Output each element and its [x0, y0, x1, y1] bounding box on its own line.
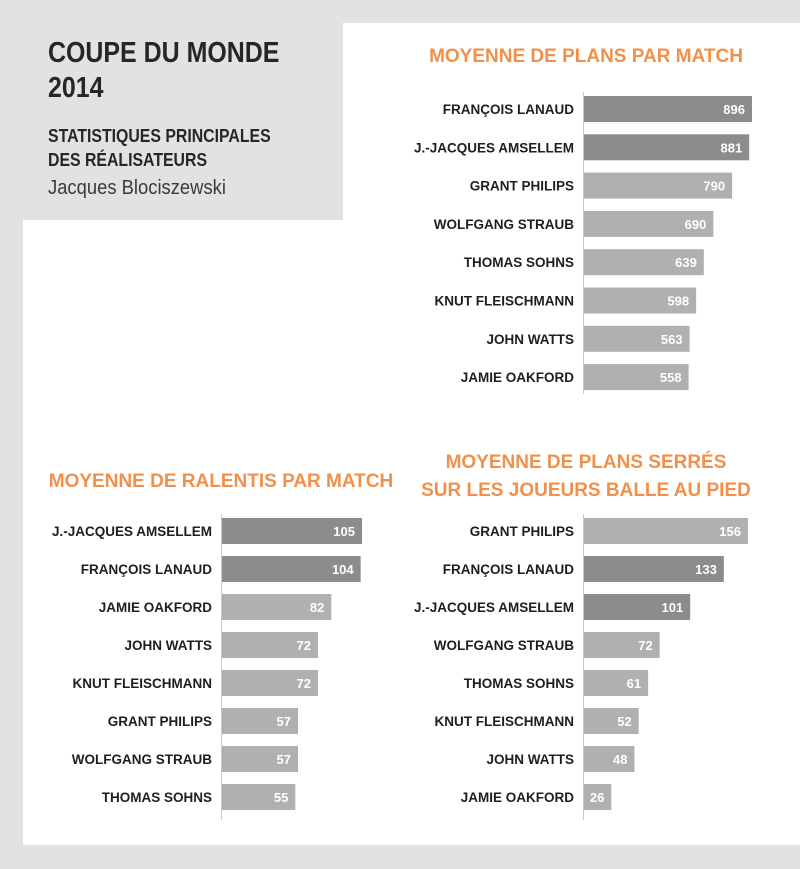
chart-plans-value-label: 790	[703, 179, 725, 194]
chart-plans-category-label: J.-JACQUES AMSELLEM	[414, 140, 574, 155]
chart-plans-value-label: 598	[667, 294, 689, 309]
chart-ralentis-category-label: WOLFGANG STRAUB	[72, 752, 212, 767]
chart-plans-bar	[584, 134, 750, 161]
header-panel	[23, 23, 343, 220]
chart-ralentis-value-label: 72	[297, 676, 311, 691]
chart-plans-bar	[584, 96, 752, 122]
chart-ralentis-value-label: 105	[333, 524, 355, 539]
chart-plans-value-label: 690	[685, 217, 707, 232]
chart-plans-category-label: JAMIE OAKFORD	[461, 370, 575, 385]
chart-serres-category-label: J.-JACQUES AMSELLEM	[414, 600, 574, 615]
page-title: COUPE DU MONDE 2014	[48, 36, 279, 106]
chart-ralentis-category-label: THOMAS SOHNS	[102, 790, 212, 805]
chart-plans-value-label: 563	[661, 332, 683, 347]
left-border	[0, 0, 23, 845]
chart-plans-category-label: KNUT FLEISCHMANN	[435, 294, 575, 309]
chart-plans-category-label: JOHN WATTS	[487, 332, 575, 347]
chart-serres-category-label: KNUT FLEISCHMANN	[435, 714, 575, 729]
chart-ralentis-bar	[222, 746, 298, 772]
author-name: Jacques Blociszewski	[48, 177, 226, 199]
chart-plans-value-label: 558	[660, 370, 682, 385]
bottom-border	[0, 845, 800, 869]
subtitle-line-1: STATISTIQUES PRINCIPALES	[48, 126, 271, 146]
page-subtitle: STATISTIQUES PRINCIPALES DES RÉALISATEUR…	[48, 124, 271, 172]
chart-ralentis-category-label: J.-JACQUES AMSELLEM	[52, 524, 212, 539]
chart-serres-bar	[584, 784, 612, 810]
chart-serres-bar	[584, 746, 635, 772]
chart-plans-bar	[584, 364, 689, 391]
chart-serres-value-label: 48	[613, 752, 627, 767]
chart-ralentis-value-label: 57	[277, 714, 291, 729]
chart-serres-category-label: THOMAS SOHNS	[464, 676, 574, 691]
chart-plans-bar	[584, 325, 690, 352]
chart-plans-bar	[584, 249, 704, 276]
chart-serres-category-label: GRANT PHILIPS	[470, 524, 574, 539]
chart-ralentis-bar	[222, 708, 298, 734]
chart-plans-value-label: 881	[720, 140, 742, 155]
chart-ralentis-bar	[222, 518, 362, 544]
chart-ralentis-category-label: JOHN WATTS	[125, 638, 213, 653]
chart-ralentis-bar	[222, 594, 332, 620]
chart-serres-bar	[584, 594, 691, 620]
title-line-2: 2014	[48, 72, 104, 104]
chart-plans-value-label: 896	[723, 102, 745, 117]
chart-serres-category-label: FRANÇOIS LANAUD	[443, 562, 574, 577]
chart-serres-value-label: 52	[617, 714, 631, 729]
chart-ralentis-category-label: GRANT PHILIPS	[108, 714, 212, 729]
chart-serres-bar	[584, 708, 639, 734]
chart-ralentis-value-label: 82	[310, 600, 324, 615]
chart-serres-bar	[584, 632, 660, 658]
title-line-1: COUPE DU MONDE	[48, 37, 280, 69]
chart-ralentis-value-label: 104	[332, 562, 354, 577]
chart-serres-value-label: 72	[638, 638, 652, 653]
chart-ralentis-value-label: 55	[274, 790, 288, 805]
chart-ralentis-bar	[222, 556, 361, 582]
chart-plans-value-label: 639	[675, 255, 697, 270]
chart-ralentis-category-label: FRANÇOIS LANAUD	[81, 562, 212, 577]
chart-ralentis-category-label: JAMIE OAKFORD	[99, 600, 213, 615]
chart-serres-category-label: WOLFGANG STRAUB	[434, 638, 574, 653]
chart-serres-category-label: JOHN WATTS	[487, 752, 575, 767]
chart-ralentis-bar	[222, 632, 318, 658]
top-border	[0, 0, 800, 23]
chart-serres-value-label: 26	[590, 790, 604, 805]
chart-serres-title-line-1: MOYENNE DE PLANS SERRÉS	[446, 451, 727, 473]
chart-ralentis-bar	[222, 784, 296, 810]
subtitle-line-2: DES RÉALISATEURS	[48, 150, 208, 170]
chart-ralentis-bar	[222, 670, 318, 696]
chart-plans-category-label: WOLFGANG STRAUB	[434, 217, 574, 232]
chart-serres-bar	[584, 670, 649, 696]
chart-serres-bar	[584, 518, 748, 544]
chart-plans-category-label: GRANT PHILIPS	[470, 179, 574, 194]
chart-serres-value-label: 101	[661, 600, 683, 615]
chart-plans-category-label: THOMAS SOHNS	[464, 255, 574, 270]
chart-plans-title: MOYENNE DE PLANS PAR MATCH	[429, 46, 743, 67]
chart-serres-value-label: 156	[719, 524, 741, 539]
chart-ralentis-value-label: 57	[277, 752, 291, 767]
chart-plans-bar	[584, 210, 714, 237]
chart-ralentis-category-label: KNUT FLEISCHMANN	[73, 676, 213, 691]
chart-ralentis-title: MOYENNE DE RALENTIS PAR MATCH	[49, 471, 393, 492]
chart-plans-category-label: FRANÇOIS LANAUD	[443, 102, 574, 117]
chart-ralentis-value-label: 72	[297, 638, 311, 653]
chart-serres-title-line-2: SUR LES JOUEURS BALLE AU PIED	[421, 480, 751, 501]
chart-serres-bar	[584, 556, 724, 582]
chart-plans-bar	[584, 172, 733, 199]
chart-serres-category-label: JAMIE OAKFORD	[461, 790, 575, 805]
chart-serres-value-label: 133	[695, 562, 717, 577]
chart-plans-bar	[584, 287, 697, 314]
chart-serres-value-label: 61	[627, 676, 641, 691]
